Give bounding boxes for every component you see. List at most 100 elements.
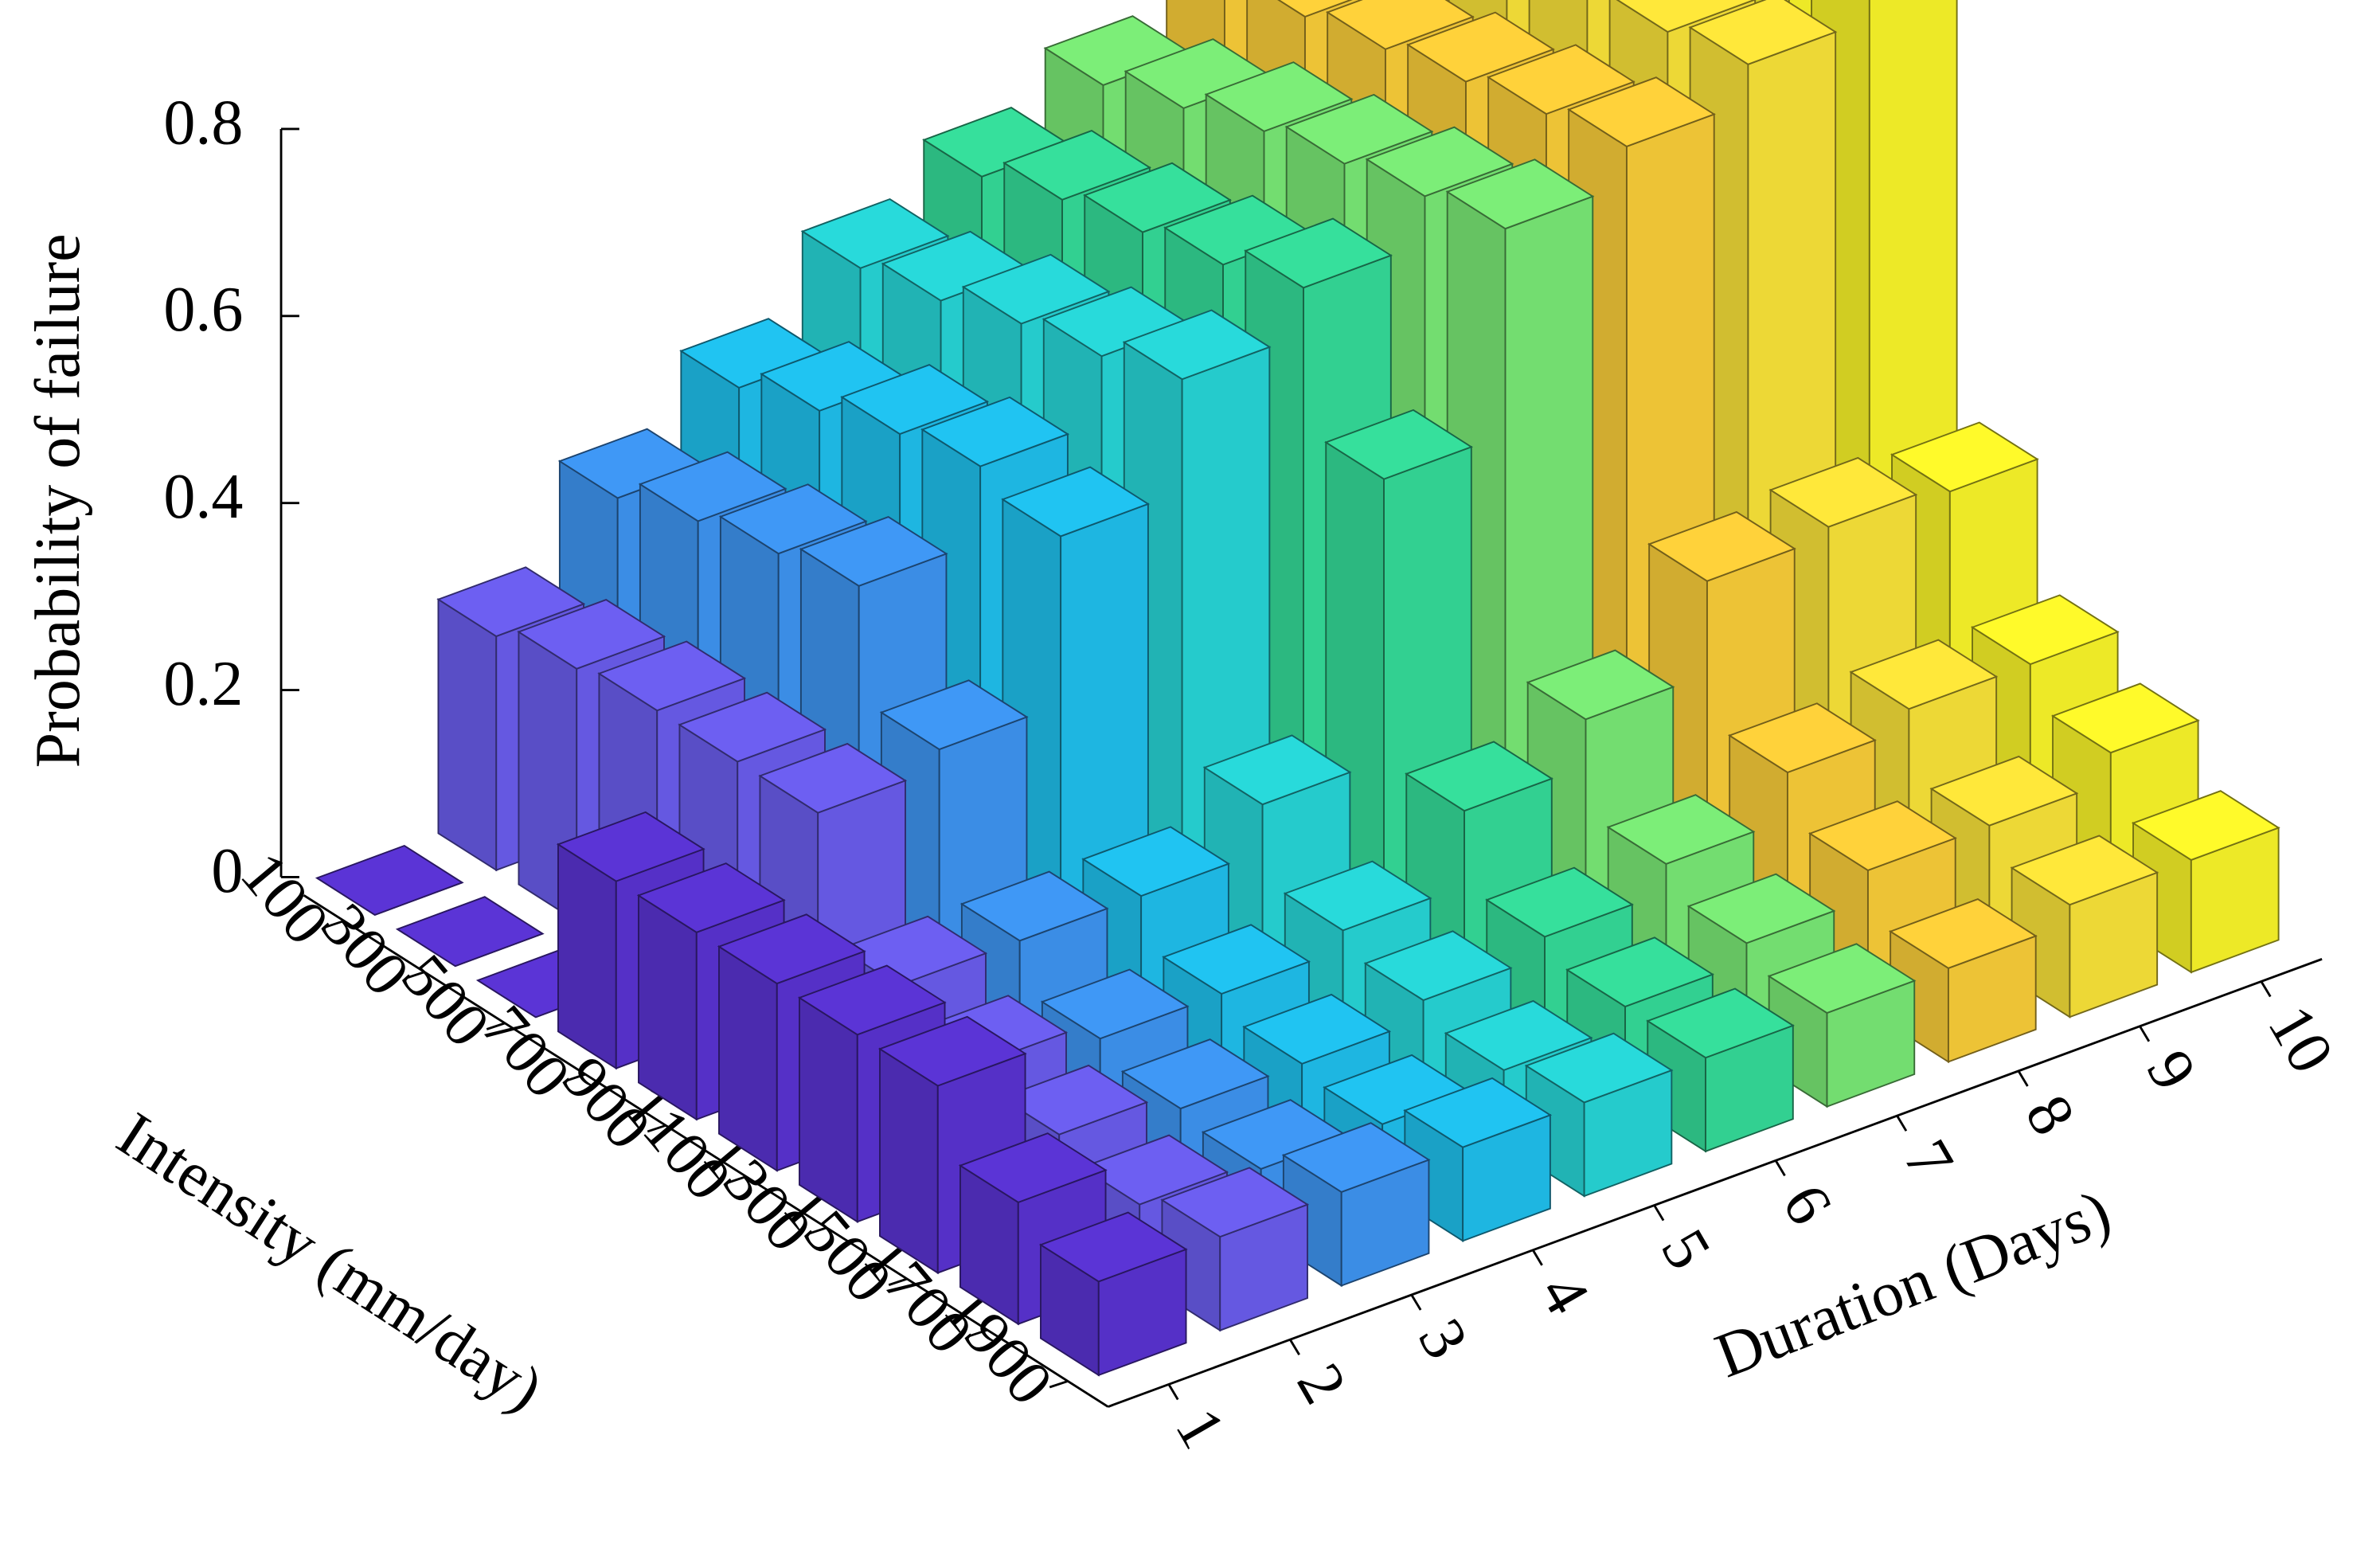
bar-top xyxy=(678,691,827,763)
bar-top xyxy=(1688,0,1838,65)
bar-top xyxy=(1083,162,1232,233)
bar-top xyxy=(961,253,1111,325)
bar-top xyxy=(1242,993,1392,1065)
z-tick-label: 0 xyxy=(211,836,243,906)
bar-top xyxy=(1403,1077,1553,1148)
bar-top xyxy=(1122,309,1272,381)
z-tick-label: 0.2 xyxy=(163,649,243,719)
bar-top xyxy=(1767,943,1917,1015)
bar xyxy=(395,896,545,968)
bar-top xyxy=(800,197,950,269)
bar-top xyxy=(1284,93,1434,165)
z-tick-label: 0.6 xyxy=(163,275,243,345)
bar-top xyxy=(840,364,990,436)
bar-top xyxy=(2010,835,2159,906)
bar-top xyxy=(395,896,545,968)
y-tick-label: 1 xyxy=(1162,1398,1238,1460)
bar-top xyxy=(1326,0,1475,50)
bar-top xyxy=(1365,126,1514,197)
bar-top xyxy=(1038,1211,1188,1283)
z-axis-title: Probability of failure xyxy=(23,233,93,768)
bar-top xyxy=(717,913,866,985)
x-tick xyxy=(647,1124,666,1133)
bar-top xyxy=(2131,790,2280,861)
bar-top xyxy=(1646,987,1795,1059)
bar-top xyxy=(879,679,1029,751)
y-tick-label: 6 xyxy=(1768,1173,1845,1236)
y-tick xyxy=(2260,980,2272,998)
bar-top xyxy=(1080,1134,1229,1206)
bar-top xyxy=(1647,510,1796,582)
x-tick xyxy=(888,1277,908,1286)
bar-side xyxy=(437,597,498,872)
bar xyxy=(2131,790,2280,974)
y-tick xyxy=(1410,1294,1422,1311)
bar-top xyxy=(1889,898,2038,969)
y-tick xyxy=(1653,1204,1665,1222)
bar-top xyxy=(1849,639,1999,710)
bar-top xyxy=(799,516,948,587)
x-tick xyxy=(566,1073,586,1082)
y-tick xyxy=(1531,1249,1543,1266)
x-tick xyxy=(486,1022,506,1030)
bar-top xyxy=(1363,930,1513,1002)
bar-top xyxy=(1768,456,1918,528)
bar-top xyxy=(1120,1038,1270,1110)
bar-top xyxy=(1526,649,1675,721)
y-tick-label: 8 xyxy=(2011,1084,2088,1147)
bar-top xyxy=(1244,217,1393,289)
bar-top xyxy=(1606,794,1756,865)
y-tick-label: 10 xyxy=(2254,995,2347,1085)
bar-top xyxy=(958,1132,1108,1203)
bar-top xyxy=(1202,734,1352,806)
y-tick xyxy=(1896,1115,1908,1132)
bar-top xyxy=(315,844,464,916)
bar xyxy=(315,844,464,916)
bar-top xyxy=(1728,702,1877,774)
x-tick xyxy=(807,1226,827,1235)
bar-top xyxy=(1277,0,1353,18)
x-tick xyxy=(1049,1380,1069,1389)
y-tick-label: 5 xyxy=(1647,1218,1724,1281)
bar xyxy=(1160,1167,1310,1332)
y-tick xyxy=(1167,1383,1179,1401)
bar-side xyxy=(799,996,858,1223)
bar-top xyxy=(1405,741,1553,812)
z-tick-label: 0.8 xyxy=(163,88,243,158)
x-tick xyxy=(727,1175,747,1184)
bar-top xyxy=(1324,409,1473,480)
y-tick-label: 9 xyxy=(2133,1039,2210,1102)
bar-top xyxy=(1160,1167,1310,1238)
x-axis-line xyxy=(303,894,1109,1408)
bar-side xyxy=(718,945,778,1172)
bar-top xyxy=(1487,44,1636,115)
bar-top xyxy=(1406,11,1555,83)
bar-side xyxy=(638,893,698,1121)
bar-top xyxy=(1204,61,1354,132)
x-tick xyxy=(968,1328,988,1338)
bar-top xyxy=(1524,1032,1674,1104)
bar-top xyxy=(2050,682,2200,754)
bar-top xyxy=(797,964,947,1036)
bar-top xyxy=(1001,466,1151,538)
bar-top xyxy=(1444,999,1593,1071)
y-tick-label: 3 xyxy=(1405,1308,1481,1370)
bar-top xyxy=(1686,873,1836,944)
bar-top xyxy=(1565,936,1714,1008)
bar-top xyxy=(1808,800,1957,871)
bar-top xyxy=(1929,755,2079,827)
x-tick xyxy=(325,920,345,929)
y-tick xyxy=(1774,1159,1786,1177)
bar-side xyxy=(557,843,617,1070)
y-tick-label: 7 xyxy=(1890,1128,1967,1191)
bar-top xyxy=(1040,968,1190,1040)
bar-top xyxy=(758,742,908,814)
bar-top xyxy=(638,451,787,522)
bar-top xyxy=(1890,421,2039,493)
y-tick-label: 2 xyxy=(1284,1352,1360,1415)
bar-top xyxy=(1970,594,2120,666)
y-axis-line xyxy=(1108,958,2323,1408)
bar-top xyxy=(517,599,666,670)
